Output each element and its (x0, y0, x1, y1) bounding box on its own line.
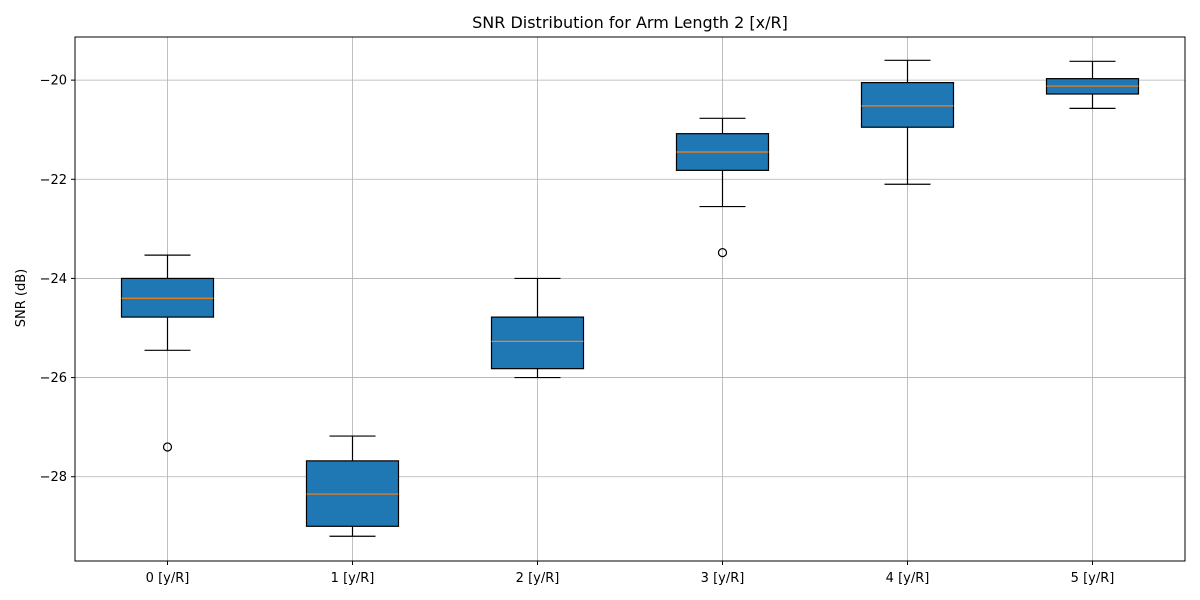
y-axis-label: SNR (dB) (14, 269, 29, 327)
plot-area-frame (74, 36, 1186, 562)
outlier-point (162, 442, 173, 452)
x-tick-label: 3 [y/R] (701, 571, 745, 586)
x-tick-label: 5 [y/R] (1071, 571, 1115, 586)
x-tick-label: 0 [y/R] (146, 571, 190, 586)
box-0 (120, 254, 215, 452)
axis-ticks: −28 −26 −24 −22 −20 0 [y/R] 1 [y/R] 2 [y/R] 3 [y… (40, 74, 1115, 586)
chart-title: SNR Distribution for Arm Length 2 [x/R] (472, 13, 788, 32)
box-body (490, 316, 585, 370)
y-tick-label: −22 (40, 173, 67, 188)
grid-lines (75, 37, 1185, 561)
box-4 (860, 59, 955, 185)
box-3 (675, 117, 770, 258)
boxes-group (120, 59, 1140, 537)
y-tick-label: −26 (40, 371, 67, 386)
box-1 (305, 435, 400, 537)
box-body (860, 82, 955, 128)
box-2 (490, 277, 585, 379)
box-5 (1045, 60, 1140, 109)
y-tick-label: −24 (40, 272, 67, 287)
y-tick-label: −20 (40, 74, 67, 89)
x-tick-label: 1 [y/R] (331, 571, 375, 586)
y-tick-label: −28 (40, 470, 67, 485)
outlier-point (717, 248, 728, 258)
x-tick-label: 2 [y/R] (516, 571, 560, 586)
x-tick-label: 4 [y/R] (886, 571, 930, 586)
